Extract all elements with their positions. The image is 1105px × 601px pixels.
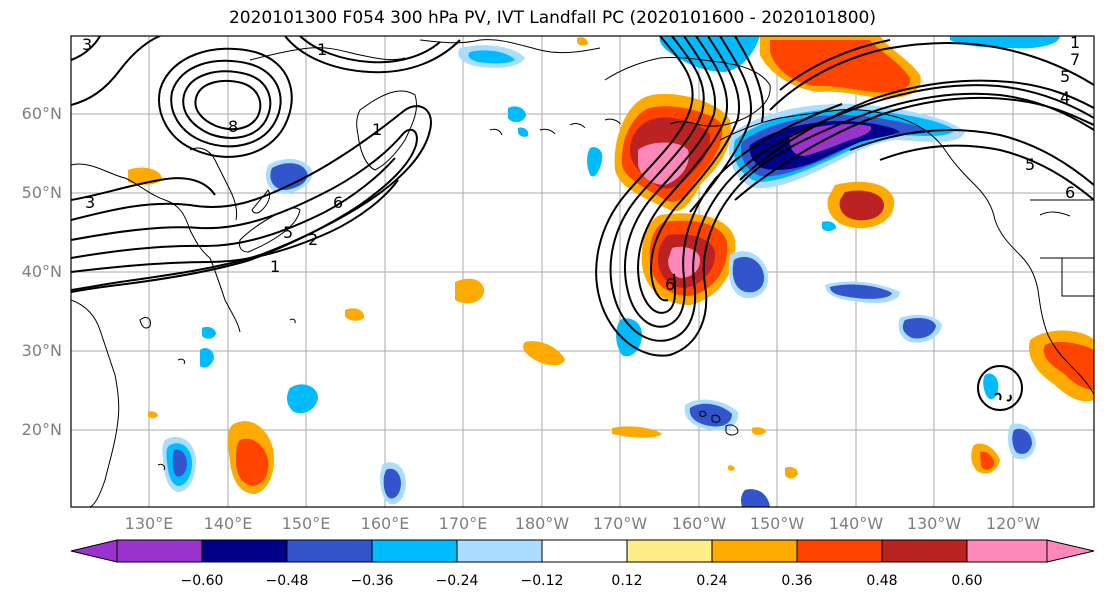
lat-label: 20°N [21,420,62,439]
colorbar-swatch [966,539,1048,563]
colorbar-swatch [881,539,968,563]
lat-label: 60°N [21,104,62,123]
colorbar-tick: 0.60 [951,573,983,589]
colorbar-tick: 0.36 [781,573,813,589]
lon-label: 120°W [985,514,1041,533]
colorbar-tick: 0.12 [611,573,643,589]
colorbar-tick: −0.24 [435,573,479,589]
colorbar-swatch [711,539,798,563]
pv-label: 1 [270,257,280,276]
colorbar-swatch [456,539,543,563]
colorbar-swatch [796,539,883,563]
colorbar-tick: −0.60 [180,573,224,589]
pv-label: 6 [665,275,675,294]
lon-label: 130°E [124,514,174,533]
pv-label: 3 [85,193,95,212]
pv-contours [71,36,1094,411]
pv-label: 1 [1070,33,1080,52]
lon-label: 130°W [906,514,962,533]
colorbar-swatch [286,539,373,563]
lon-label: 150°E [281,514,331,533]
pv-label: 5 [1060,67,1070,86]
map-border [70,35,1095,508]
lon-label: 160°W [671,514,727,533]
pv-label: 4 [1060,88,1070,107]
lat-label: 40°N [21,262,62,281]
lon-label: 180°W [514,514,570,533]
gridlines [71,36,1094,507]
pv-contour-labels: 1 8 6 5 2 1 3 3 1 5 4 5 6 7 6 1 [82,33,1080,294]
colorbar-min-extend [70,539,118,563]
pv-label: 2 [308,230,318,249]
colorbar-swatch [626,539,713,563]
pv-label: 3 [82,35,92,54]
lon-label: 140°W [828,514,884,533]
pv-label: 6 [333,193,343,212]
map-title: 2020101300 F054 300 hPa PV, IVT Landfall… [228,8,876,28]
colorbar-tick: −0.12 [520,573,564,589]
ivt-positive-anomalies [128,36,1094,494]
colorbar-tick: −0.36 [350,573,394,589]
colorbar-max-extend [1046,539,1095,563]
lon-label: 150°W [749,514,805,533]
lon-label: 170°E [438,514,488,533]
pv-label: 6 [1065,183,1075,202]
colorbar-swatch [371,539,458,563]
colorbar-tick: −0.48 [265,573,309,589]
pv-label: 5 [1025,155,1035,174]
lat-label: 50°N [21,183,62,202]
pv-label: 7 [1070,50,1080,69]
coastlines [71,39,1094,507]
pv-label: 8 [228,117,238,136]
colorbar-tick: 0.24 [696,573,728,589]
pv-label: 5 [283,223,293,242]
pv-label: 1 [317,40,327,59]
lon-label: 160°E [360,514,410,533]
colorbar [70,539,1095,563]
lon-label: 170°W [592,514,648,533]
colorbar-swatch [116,539,203,563]
lon-label: 140°E [203,514,253,533]
pv-label: 1 [372,120,382,139]
colorbar-tick: 0.48 [866,573,898,589]
colorbar-swatch [541,539,628,563]
lat-label: 30°N [21,341,62,360]
colorbar-swatch [201,539,288,563]
